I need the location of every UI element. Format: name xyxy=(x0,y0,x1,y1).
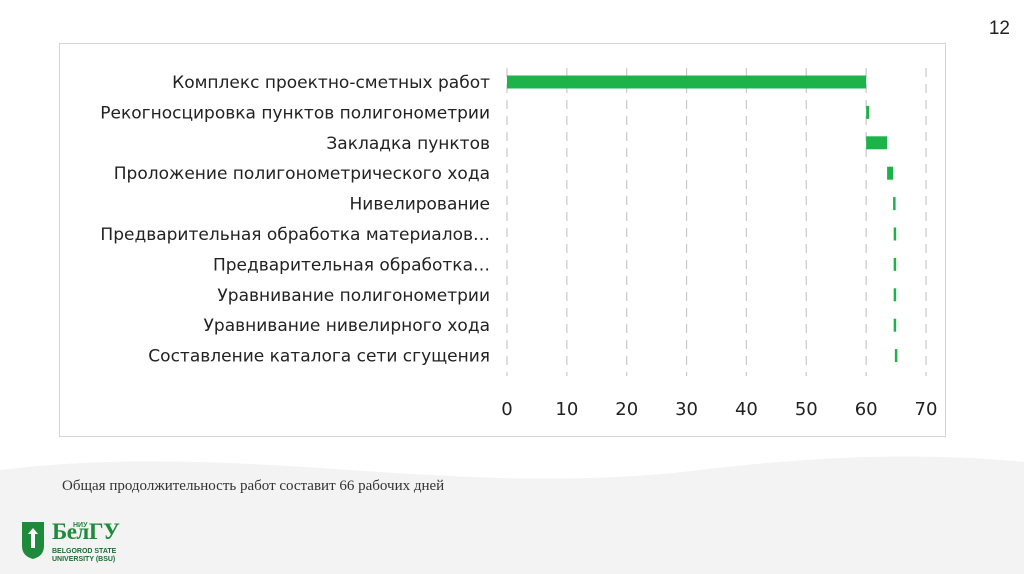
x-tick-label-4: 40 xyxy=(735,399,758,420)
category-label-7: Уравнивание полигонометрии xyxy=(217,286,490,306)
bar-7 xyxy=(893,288,897,302)
x-tick-label-5: 50 xyxy=(795,399,818,420)
bar-0 xyxy=(507,75,867,89)
bsu-emblem-icon xyxy=(22,522,44,559)
x-tick-label-1: 10 xyxy=(555,399,578,420)
gantt-bar-chart: 0 10 20 30 40 50 60 70 Комплекс проектно-сметных… xyxy=(100,68,938,420)
x-tick-label-7: 70 xyxy=(915,399,938,420)
bar-6 xyxy=(893,257,897,271)
category-label-9: Составление каталога сети сгущения xyxy=(148,347,490,367)
category-label-2: Закладка пунктов xyxy=(326,134,490,154)
bar-2 xyxy=(866,136,888,150)
bar-1 xyxy=(866,105,870,119)
category-label-0: Комплекс проектно-сметных работ xyxy=(172,73,490,93)
bar-9 xyxy=(894,349,898,363)
category-label-6: Предварительная обработка… xyxy=(213,255,490,275)
category-label-8: Уравнивание нивелирного хода xyxy=(204,316,490,336)
logo-subtitle-line2: UNIVERSITY (BSU) xyxy=(52,556,116,563)
logo-subtitle-line1: BELGOROD STATE xyxy=(52,548,117,555)
x-tick-label-3: 30 xyxy=(675,399,698,420)
category-label-4: Нивелирование xyxy=(350,195,490,215)
footnote-total-duration: Общая продолжительность работ составит 6… xyxy=(62,478,445,494)
bar-3 xyxy=(887,166,894,180)
logo-niu: НИУ xyxy=(73,522,88,529)
category-label-1: Рекогносцировка пунктов полигонометрии xyxy=(100,103,490,123)
slide-number: 12 xyxy=(988,18,1010,39)
bar-5 xyxy=(893,227,897,241)
chart-frame: 0 10 20 30 40 50 60 70 Комплекс проектно-сметных… xyxy=(59,43,946,437)
x-tick-label-2: 20 xyxy=(615,399,638,420)
bar-8 xyxy=(893,318,897,332)
x-tick-label-0: 0 xyxy=(501,399,512,420)
x-tick-label-6: 60 xyxy=(855,399,878,420)
bar-4 xyxy=(893,197,896,211)
category-label-3: Проложение полигонометрического хода xyxy=(114,164,490,184)
logo-wordmark: БелГУ xyxy=(52,519,120,544)
university-logo: БелГУ НИУ BELGOROD STATE UNIVERSITY (BSU… xyxy=(20,519,160,566)
category-label-5: Предварительная обработка материалов… xyxy=(100,225,490,245)
